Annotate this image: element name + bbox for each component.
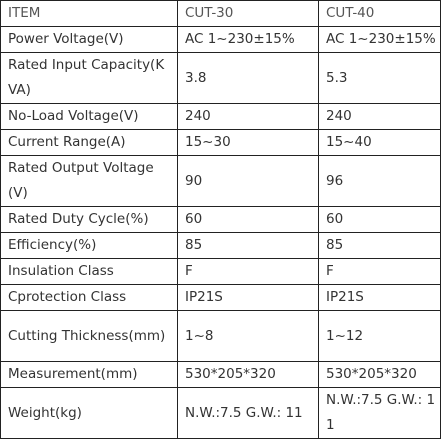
table-cell: 240 — [318, 103, 441, 130]
table-row: Power Voltage(V) AC 1~230±15% AC 1~230±15% — [0, 26, 441, 53]
table-cell: Insulation Class — [0, 258, 178, 285]
header-cell: CUT-30 — [177, 0, 319, 27]
table-cell: 530*205*320 — [318, 361, 441, 388]
table-cell: Current Range(A) — [0, 129, 178, 156]
table-cell: 60 — [177, 206, 319, 233]
table-cell: 3.8 — [177, 52, 319, 104]
table-cell: Power Voltage(V) — [0, 26, 178, 53]
table-cell: Weight(kg) — [0, 387, 178, 439]
table-cell: AC 1~230±15% — [177, 26, 319, 53]
table-cell: Rated Output Voltage(V) — [0, 155, 178, 207]
table-row: No-Load Voltage(V) 240 240 — [0, 103, 441, 130]
table-cell: 1~8 — [177, 310, 319, 362]
table-row: Measurement(mm) 530*205*320 530*205*320 — [0, 361, 441, 388]
table-row: Weight(kg) N.W.:7.5 G.W.: 11 N.W.:7.5 G.W.… — [0, 387, 441, 439]
table-cell: 5.3 — [318, 52, 441, 104]
table-row: Cprotection Class IP21S IP21S — [0, 284, 441, 311]
table-cell: Cutting Thickness(mm) — [0, 310, 178, 362]
table-row: Insulation Class F F — [0, 258, 441, 285]
table-row: Rated Input Capacity(KVA) 3.8 5.3 — [0, 52, 441, 104]
header-cell: ITEM — [0, 0, 178, 27]
table-cell: IP21S — [318, 284, 441, 311]
table-cell: 85 — [177, 232, 319, 259]
table-cell: 1~12 — [318, 310, 441, 362]
table-cell: IP21S — [177, 284, 319, 311]
table-cell: No-Load Voltage(V) — [0, 103, 178, 130]
table-row: Current Range(A) 15~30 15~40 — [0, 129, 441, 156]
table-cell: F — [177, 258, 319, 285]
table-cell: Cprotection Class — [0, 284, 178, 311]
table-cell: 85 — [318, 232, 441, 259]
table-row: ITEM CUT-30 CUT-40 — [0, 0, 441, 27]
table-cell: Rated Duty Cycle(%) — [0, 206, 178, 233]
table-cell: 15~40 — [318, 129, 441, 156]
table-cell: N.W.:7.5 G.W.: 11 — [318, 387, 441, 439]
table-cell: Efficiency(%) — [0, 232, 178, 259]
table-row: Rated Duty Cycle(%) 60 60 — [0, 206, 441, 233]
table-cell: 530*205*320 — [177, 361, 319, 388]
table-cell: Measurement(mm) — [0, 361, 178, 388]
table-cell: F — [318, 258, 441, 285]
table-row: Rated Output Voltage(V) 90 96 — [0, 155, 441, 207]
table-cell: Rated Input Capacity(KVA) — [0, 52, 178, 104]
table-cell: AC 1~230±15% — [318, 26, 441, 53]
table-cell: 90 — [177, 155, 319, 207]
table-row: Efficiency(%) 85 85 — [0, 232, 441, 259]
table-cell: 15~30 — [177, 129, 319, 156]
header-cell: CUT-40 — [318, 0, 441, 27]
table-cell: 96 — [318, 155, 441, 207]
table-row: Cutting Thickness(mm) 1~8 1~12 — [0, 310, 441, 362]
table-cell: 240 — [177, 103, 319, 130]
table-cell: N.W.:7.5 G.W.: 11 — [177, 387, 319, 439]
table-cell: 60 — [318, 206, 441, 233]
